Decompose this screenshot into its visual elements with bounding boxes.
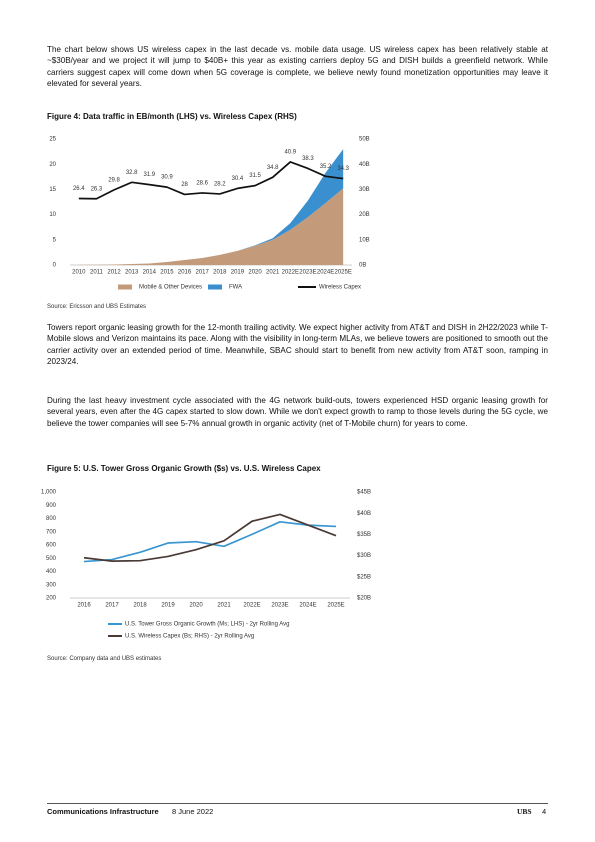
y-tick-label: 600: [46, 543, 57, 549]
y-tick-label: 900: [46, 503, 57, 509]
legend-label: U.S. Wireless Capex (Bs; RHS) - 2yr Roll…: [125, 634, 254, 640]
data-label: 26.3: [91, 186, 103, 192]
y-tick-label: 25: [49, 137, 56, 143]
x-tick-label: 2011: [90, 270, 104, 276]
line: [78, 161, 344, 200]
y2-tick-label: 50B: [359, 137, 370, 143]
x-tick-label: 2017: [196, 270, 210, 276]
footer-date: 8 June 2022: [172, 807, 214, 816]
y-tick-label: 5: [53, 237, 57, 243]
area: [78, 188, 344, 265]
x-tick-label: 2020: [248, 270, 262, 276]
y-tick-label: 20: [49, 162, 56, 168]
figure-title: Figure 5: U.S. Tower Gross Organic Growt…: [47, 464, 321, 473]
footer-rule: [47, 803, 548, 804]
y2-tick-label: 30B: [359, 187, 370, 193]
x-tick-label: 2014: [143, 270, 157, 276]
data-label: 40.9: [284, 150, 296, 156]
x-tick-label: 2017: [105, 603, 119, 609]
y2-tick-label: $30B: [357, 553, 371, 559]
y-tick-label: 0: [53, 263, 57, 269]
x-tick-label: 2022E: [243, 603, 260, 609]
y2-tick-label: $20B: [357, 596, 371, 602]
data-label: 28: [181, 182, 188, 188]
page-number: 4: [542, 807, 547, 816]
paragraph: The chart below shows US wireless capex …: [47, 45, 548, 88]
data-label: 34.3: [337, 166, 349, 172]
x-tick-label: 2021: [266, 270, 280, 276]
x-tick-label: 2024E: [317, 270, 334, 276]
y-tick-label: 10: [49, 212, 56, 218]
data-label: 28.2: [214, 182, 226, 188]
y-tick-label: 700: [46, 529, 57, 535]
y2-tick-label: 0B: [359, 263, 366, 269]
data-label: 29.8: [108, 177, 120, 183]
legend-label: Wireless Capex: [319, 285, 361, 291]
x-tick-label: 2019: [161, 603, 175, 609]
legend-label: Mobile & Other Devices: [139, 285, 202, 291]
data-label: 31.9: [143, 172, 155, 178]
paragraph: Towers report organic leasing growth for…: [47, 323, 548, 366]
y2-tick-label: 40B: [359, 162, 370, 168]
y2-tick-label: $40B: [357, 511, 371, 517]
x-tick-label: 2019: [231, 270, 245, 276]
footer-title: Communications Infrastructure: [47, 807, 159, 816]
line: [83, 513, 337, 562]
y2-tick-label: $45B: [357, 490, 371, 496]
paragraph: During the last heavy investment cycle a…: [47, 396, 548, 428]
figure-source: Source: Company data and UBS estimates: [47, 656, 162, 662]
data-label: 32.8: [126, 170, 138, 176]
y-tick-label: 200: [46, 596, 57, 602]
y2-tick-label: 10B: [359, 237, 370, 243]
x-tick-label: 2020: [189, 603, 203, 609]
y-tick-label: 15: [49, 187, 56, 193]
data-label: 26.4: [73, 186, 85, 192]
x-tick-label: 2012: [107, 270, 121, 276]
x-tick-label: 2023E: [271, 603, 288, 609]
y-tick-label: 1,000: [41, 490, 57, 496]
legend-swatch: [118, 284, 132, 290]
data-label: 38.3: [302, 156, 314, 162]
x-tick-label: 2021: [217, 603, 231, 609]
y-tick-label: 400: [46, 569, 57, 575]
x-tick-label: 2025E: [327, 603, 344, 609]
data-label: 31.5: [249, 173, 261, 179]
figure-title: Figure 4: Data traffic in EB/month (LHS)…: [47, 112, 297, 121]
data-label: 30.9: [161, 175, 173, 181]
area: [78, 149, 344, 265]
legend-label: U.S. Tower Gross Organic Growth (Ms; LHS…: [125, 622, 290, 628]
x-tick-label: 2016: [178, 270, 192, 276]
x-tick-label: 2015: [160, 270, 174, 276]
figure-source: Source: Ericsson and UBS Estimates: [47, 304, 147, 310]
x-tick-label: 2025E: [335, 270, 352, 276]
footer-brand: UBS: [517, 807, 532, 816]
legend-label: FWA: [229, 285, 242, 291]
x-tick-label: 2023E: [299, 270, 316, 276]
legend-swatch: [208, 284, 222, 290]
y-tick-label: 300: [46, 582, 57, 588]
x-tick-label: 2018: [133, 603, 147, 609]
data-label: 35.2: [320, 164, 332, 170]
data-label: 28.6: [196, 181, 208, 187]
y2-tick-label: $25B: [357, 574, 371, 580]
y-tick-label: 800: [46, 516, 57, 522]
y-tick-label: 500: [46, 556, 57, 562]
data-label: 34.8: [267, 165, 279, 171]
y2-tick-label: 20B: [359, 212, 370, 218]
x-tick-label: 2024E: [299, 603, 316, 609]
x-tick-label: 2016: [77, 603, 91, 609]
x-tick-label: 2022E: [282, 270, 299, 276]
y2-tick-label: $35B: [357, 532, 371, 538]
x-tick-label: 2010: [72, 270, 86, 276]
x-tick-label: 2018: [213, 270, 227, 276]
data-label: 30.4: [232, 176, 244, 182]
line: [83, 520, 337, 563]
x-tick-label: 2013: [125, 270, 139, 276]
